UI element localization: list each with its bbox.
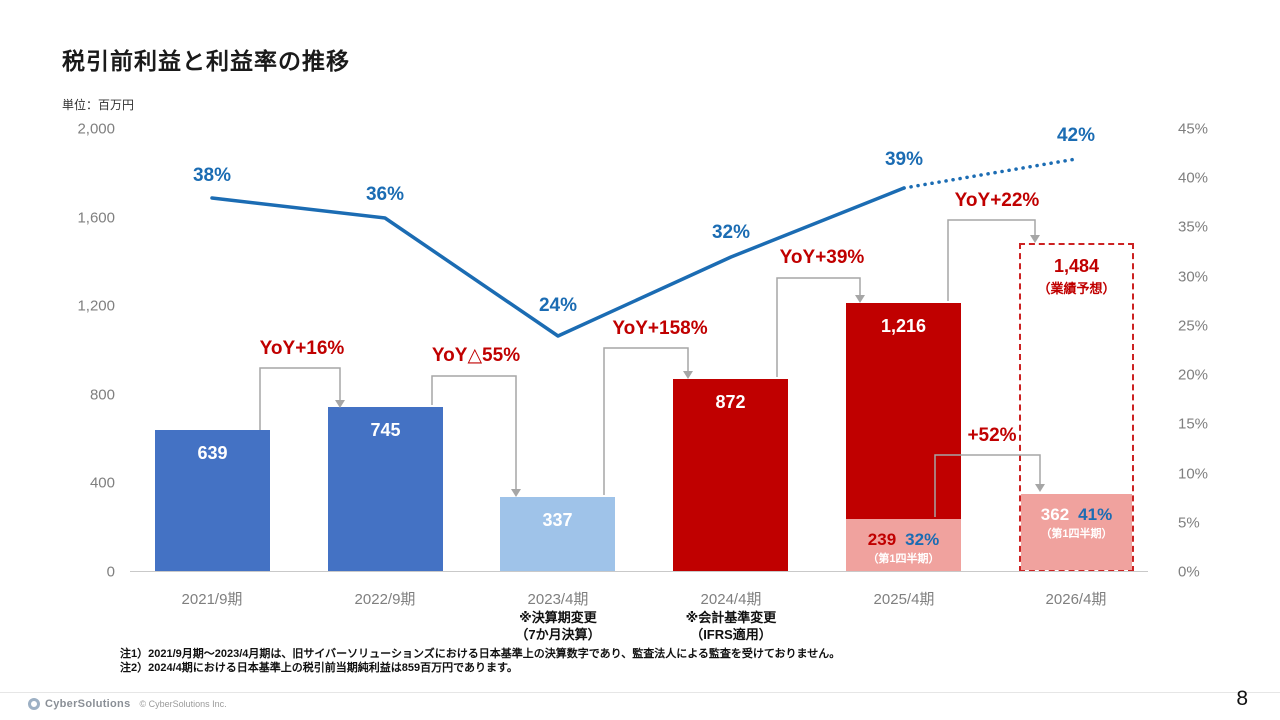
right-axis-tick: 20%: [1178, 366, 1209, 384]
left-axis-tick: 800: [89, 386, 115, 404]
right-axis-tick: 40%: [1178, 169, 1209, 187]
left-axis-tick: 0: [106, 563, 115, 581]
x-axis-label: 2026/4期: [1045, 591, 1107, 608]
bar-value-label: 639: [197, 443, 228, 463]
q1-value-label: 362: [1040, 505, 1070, 524]
q1-overlay-2026: 362 41% （第1四半期）: [1021, 494, 1132, 570]
left-axis-tick: 1,600: [77, 209, 115, 227]
arrow-down-icon: [855, 295, 865, 303]
bar-2023-4: 337: [500, 497, 615, 572]
yoy-annotation: YoY△55%: [431, 345, 521, 366]
logo-text: CyberSolutions: [45, 698, 131, 710]
right-axis-tick: 30%: [1178, 268, 1209, 286]
yoy-annotation: YoY+158%: [612, 318, 708, 339]
unit-label: 単位：百万円: [62, 98, 135, 112]
yoy-annotation: +52%: [967, 425, 1017, 446]
bar-value-label: 872: [715, 392, 746, 412]
copyright-text: © CyberSolutions Inc.: [139, 699, 227, 709]
q1-value-label: 239: [867, 530, 897, 549]
margin-label: 42%: [1056, 125, 1096, 146]
footnote-1: 注1）2021/9月期～2023/4月期は、旧サイバーソリューションズにおける日…: [120, 648, 841, 660]
axis-note-2023: ※決算期変更 （7か月決算）: [468, 609, 648, 643]
yoy-annotation: YoY+16%: [259, 338, 345, 359]
x-axis-label: 2023/4期: [527, 591, 589, 608]
axis-note-line: ※会計基準変更: [685, 610, 777, 625]
x-axis-label: 2022/9期: [354, 591, 416, 608]
x-axis-label: 2024/4期: [700, 591, 762, 608]
q1-margin-label: 32%: [905, 530, 940, 549]
company-logo: CyberSolutions © CyberSolutions Inc.: [28, 698, 227, 710]
bar-value-label: 745: [370, 420, 401, 440]
margin-label: 39%: [884, 149, 924, 170]
axis-note-line: （IFRS適用）: [690, 627, 772, 642]
right-axis-tick: 25%: [1178, 317, 1209, 335]
q1-values: 362 41%: [1021, 505, 1132, 524]
forecast-note-label: （業績予想）: [1037, 281, 1116, 296]
axis-note-line: （7か月決算）: [515, 627, 601, 642]
axis-note-line: ※決算期変更: [519, 610, 597, 625]
page-title: 税引前利益と利益率の推移: [62, 48, 350, 74]
left-axis-tick: 1,200: [77, 297, 115, 315]
margin-label: 24%: [538, 295, 578, 316]
q1-caption: （第1四半期）: [1040, 528, 1113, 540]
logo-ring-icon: [28, 698, 40, 710]
arrow-down-icon: [1030, 235, 1040, 243]
yoy-annotation: YoY+22%: [954, 190, 1040, 211]
margin-label: 36%: [365, 184, 405, 205]
arrow-down-icon: [683, 371, 693, 379]
bar-2022-9: 745: [328, 407, 443, 572]
arrow-down-icon: [511, 489, 521, 497]
x-axis-label: 2021/9期: [181, 591, 243, 608]
bar-2024-4: 872: [673, 379, 788, 572]
bar-2021-9: 639: [155, 430, 270, 572]
right-axis-tick: 5%: [1178, 514, 1200, 532]
x-axis-label: 2025/4期: [873, 591, 935, 608]
footer-divider: [0, 692, 1280, 693]
right-axis-tick: 15%: [1178, 415, 1209, 433]
page-number: 8: [1236, 687, 1248, 710]
forecast-value-label: 1,484: [1053, 256, 1100, 276]
margin-label: 38%: [192, 165, 232, 186]
footnote-2: 注2）2024/4期における日本基準上の税引前当期純利益は859百万円であります…: [120, 662, 518, 674]
left-axis-tick: 400: [89, 474, 115, 492]
bar-value-label: 1,216: [880, 316, 927, 336]
bar-value-label: 337: [542, 510, 573, 530]
axis-note-2024: ※会計基準変更 （IFRS適用）: [641, 609, 821, 643]
right-axis-tick: 45%: [1178, 120, 1209, 138]
q1-overlay-2025: 239 32% （第1四半期）: [846, 519, 961, 572]
right-axis-tick: 10%: [1178, 465, 1209, 483]
q1-caption: （第1四半期）: [867, 553, 940, 565]
yoy-connector-2: [431, 375, 517, 490]
q1-margin-label: 41%: [1078, 505, 1113, 524]
margin-label: 32%: [711, 222, 751, 243]
right-axis-tick: 0%: [1178, 563, 1200, 581]
x-axis-line: [130, 571, 1148, 572]
yoy-annotation: YoY+39%: [779, 247, 865, 268]
q1-values: 239 32%: [846, 530, 961, 549]
right-axis-tick: 35%: [1178, 218, 1209, 236]
left-axis-tick: 2,000: [77, 120, 115, 138]
